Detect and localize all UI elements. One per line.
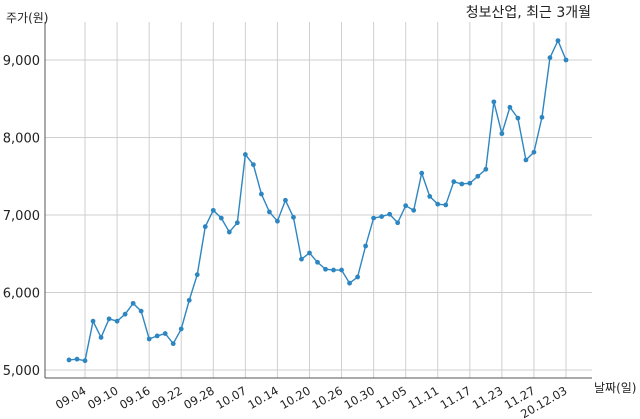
data-point: [523, 157, 529, 163]
data-point: [339, 267, 344, 273]
labels: 청보산업, 최근 3개월 주가(원) 날짜(일) 5,000 6,000 7,000…: [3, 5, 637, 419]
data-point: [194, 272, 200, 278]
y-tick-label: 8,000: [3, 132, 40, 147]
data-point: [106, 316, 112, 322]
data-point: [315, 259, 320, 265]
data-point: [475, 173, 481, 179]
data-point: [435, 201, 441, 207]
y-tick-label: 9,000: [3, 54, 40, 69]
grid: [45, 22, 592, 378]
data-point: [531, 149, 537, 155]
data-point: [146, 336, 152, 342]
data-point: [122, 311, 128, 317]
data-point: [170, 341, 176, 347]
data-point: [515, 115, 521, 121]
data-point: [98, 335, 104, 340]
data-point: [451, 179, 457, 185]
y-axis-label: 주가(원): [6, 11, 48, 25]
data-point: [130, 300, 136, 306]
data-point: [202, 224, 208, 230]
data-point: [218, 215, 224, 221]
data-point: [154, 333, 160, 339]
data-point: [411, 207, 417, 213]
data-point: [178, 326, 184, 332]
x-tick-label: 10.14: [245, 383, 281, 412]
data-point: [307, 250, 312, 256]
data-point: [363, 243, 368, 249]
x-tick-label: 09.10: [85, 383, 121, 412]
data-point: [323, 266, 328, 272]
x-tick-label: 11.05: [374, 383, 410, 412]
y-tick-label: 7,000: [3, 209, 40, 224]
data-point: [387, 211, 393, 217]
y-tick-label: 5,000: [3, 364, 40, 379]
data-point: [507, 104, 513, 110]
data-point: [291, 214, 296, 220]
x-tick-label: 10.30: [342, 383, 378, 412]
data-point: [331, 267, 336, 273]
data-point: [563, 57, 569, 63]
chart-title: 청보산업, 최근 3개월: [466, 5, 591, 21]
x-tick-label: 09.28: [181, 383, 217, 412]
data-point: [299, 256, 304, 262]
data-point: [395, 220, 401, 226]
x-tick-label: 10.07: [213, 383, 249, 412]
x-tick-label: 09.04: [53, 383, 89, 412]
data-point: [186, 297, 192, 303]
data-point: [483, 166, 489, 172]
data-point: [138, 308, 144, 314]
data-point: [210, 207, 216, 213]
data-point: [74, 356, 80, 362]
data-point: [82, 358, 88, 364]
data-point: [371, 215, 377, 221]
data-point: [355, 274, 360, 280]
x-tick-label: 11.23: [470, 383, 506, 412]
data-point: [419, 170, 425, 176]
data-point: [275, 218, 280, 224]
data-point: [555, 38, 561, 44]
axes: [44, 22, 592, 379]
data-point: [539, 114, 545, 120]
data-point: [443, 202, 449, 208]
data-point: [467, 180, 473, 186]
data-point: [347, 280, 352, 286]
data-point: [499, 131, 505, 137]
data-point: [283, 197, 288, 203]
x-tick-label: 10.26: [310, 383, 346, 412]
data-point: [66, 357, 72, 363]
data-point: [234, 220, 240, 226]
series: [66, 38, 569, 364]
data-point: [162, 331, 168, 336]
x-tick-label: 11.11: [406, 383, 442, 412]
data-point: [459, 181, 465, 187]
data-point: [258, 191, 264, 197]
data-point: [226, 229, 232, 235]
data-point: [547, 55, 553, 61]
data-point: [267, 209, 272, 215]
x-tick-label: 09.22: [149, 383, 185, 412]
data-point: [90, 318, 96, 324]
x-tick-label: 10.20: [277, 383, 313, 412]
y-tick-label: 6,000: [3, 287, 40, 302]
data-point: [250, 162, 256, 168]
data-point: [427, 194, 433, 199]
data-point: [242, 152, 248, 157]
data-point: [114, 318, 120, 324]
data-point: [491, 99, 497, 105]
x-axis-label: 날짜(일): [594, 381, 636, 395]
series-line: [68, 38, 567, 362]
x-tick-label: 09.16: [117, 383, 153, 412]
data-point: [379, 214, 385, 219]
data-point: [403, 203, 409, 209]
x-tick-label: 11.17: [438, 383, 474, 412]
